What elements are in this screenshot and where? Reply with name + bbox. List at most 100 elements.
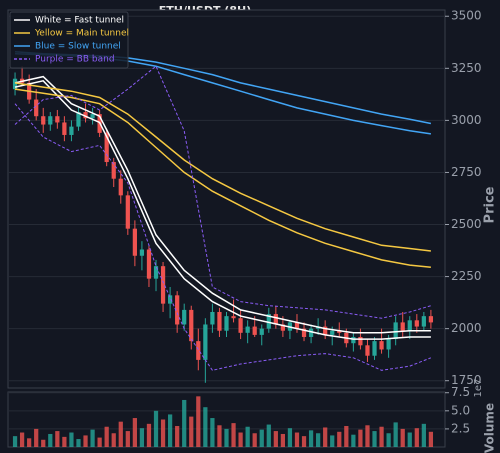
volume-bar [365, 425, 370, 447]
volume-tick-label: 5.0 [451, 403, 470, 417]
band-line [14, 103, 432, 371]
candle-body [118, 178, 123, 196]
candle-body [308, 328, 314, 337]
volume-bar [210, 418, 215, 447]
candle-body [175, 295, 180, 325]
volume-bar [118, 421, 123, 447]
volume-bar [224, 428, 229, 447]
candle-body [90, 114, 95, 119]
y-tick-label: 2500 [451, 217, 482, 231]
volume-bar [414, 428, 419, 447]
volume-bar [12, 436, 18, 447]
volume-bar [280, 433, 286, 447]
y-tick-label: 2250 [451, 269, 482, 283]
band-line [14, 88, 431, 268]
candle-body [330, 330, 335, 335]
y-axis-label: Price [483, 186, 498, 223]
volume-bar [217, 425, 222, 447]
candle-body [12, 78, 18, 90]
band-line [14, 75, 431, 334]
volume-bar [301, 436, 307, 447]
candle-body [224, 316, 229, 331]
candle-body [231, 316, 236, 319]
volume-bar [273, 431, 278, 447]
band-line [14, 79, 431, 340]
candle-body [294, 322, 300, 329]
volume-bar [153, 410, 159, 447]
candle-body [111, 162, 116, 179]
volume-bar [27, 438, 32, 447]
volume-bar [104, 426, 109, 447]
volume-bar [386, 433, 391, 447]
volume-bar [400, 428, 405, 447]
candle-body [273, 314, 278, 325]
candle-body [62, 122, 67, 135]
candle-body [34, 99, 39, 117]
volume-bar [266, 424, 271, 447]
y-tick-label: 3500 [451, 9, 482, 23]
volume-bar [19, 432, 25, 447]
candle-body [189, 309, 194, 342]
volume-bar [196, 396, 201, 447]
candle-body [266, 314, 271, 329]
volume-bar [41, 439, 46, 447]
legend-label: Blue = Slow tunnel [35, 42, 121, 52]
candle-body [323, 326, 328, 335]
volume-bar [379, 426, 384, 447]
candle-body [76, 112, 81, 127]
candle-body [259, 328, 264, 335]
candle-body [372, 341, 377, 356]
candle-body [393, 322, 398, 340]
volume-bar [76, 439, 81, 447]
candle-body [351, 336, 356, 344]
band-line [14, 65, 432, 319]
candle-body [83, 112, 88, 119]
legend: White = Fast tunnel Yellow = Main tunnel B… [9, 11, 129, 69]
candle-body [132, 228, 137, 256]
volume-bar [294, 432, 300, 447]
volume-bar [421, 423, 426, 447]
candle-body [301, 328, 307, 337]
candle-body [48, 116, 53, 125]
candle-body [41, 116, 46, 125]
candle-body [238, 318, 243, 333]
y-tick-label: 3000 [451, 113, 482, 127]
candle-body [167, 295, 173, 304]
volume-bar [308, 430, 314, 447]
volume-bar [34, 428, 39, 447]
volume-tick-label: 7.5 [451, 385, 470, 399]
candle-body [400, 322, 405, 331]
candle-body [55, 116, 60, 123]
volume-bar [83, 435, 88, 447]
volume-bar [238, 432, 243, 447]
candle-body [125, 195, 130, 229]
y-tick-label: 2000 [451, 321, 482, 335]
legend-label: Purple = BB band [35, 55, 115, 65]
volume-bar [344, 426, 349, 447]
candle-body [414, 320, 419, 327]
volume-bar [245, 426, 250, 447]
legend-label: White = Fast tunnel [35, 16, 124, 26]
candle-body [379, 341, 384, 350]
candle-body [358, 336, 363, 346]
volume-axis-label: Volume [483, 403, 497, 453]
volume-bar [69, 432, 74, 447]
candle-body [280, 324, 286, 331]
legend-label: Yellow = Main tunnel [34, 29, 129, 39]
candle-body [182, 309, 187, 325]
volume-bar [62, 436, 67, 447]
volume-bar [372, 431, 377, 447]
candle-body [428, 316, 434, 323]
candle-body [160, 266, 166, 304]
candle-body [217, 311, 222, 331]
volume-bar [182, 399, 187, 447]
volume-bar [428, 431, 434, 447]
volume-bar [175, 426, 180, 447]
volume-bar [252, 433, 257, 447]
volume-bar [259, 429, 264, 447]
candle-body [407, 320, 412, 331]
volume-bar [146, 423, 152, 447]
volume-bar [287, 428, 293, 447]
volume-bar [160, 419, 166, 447]
